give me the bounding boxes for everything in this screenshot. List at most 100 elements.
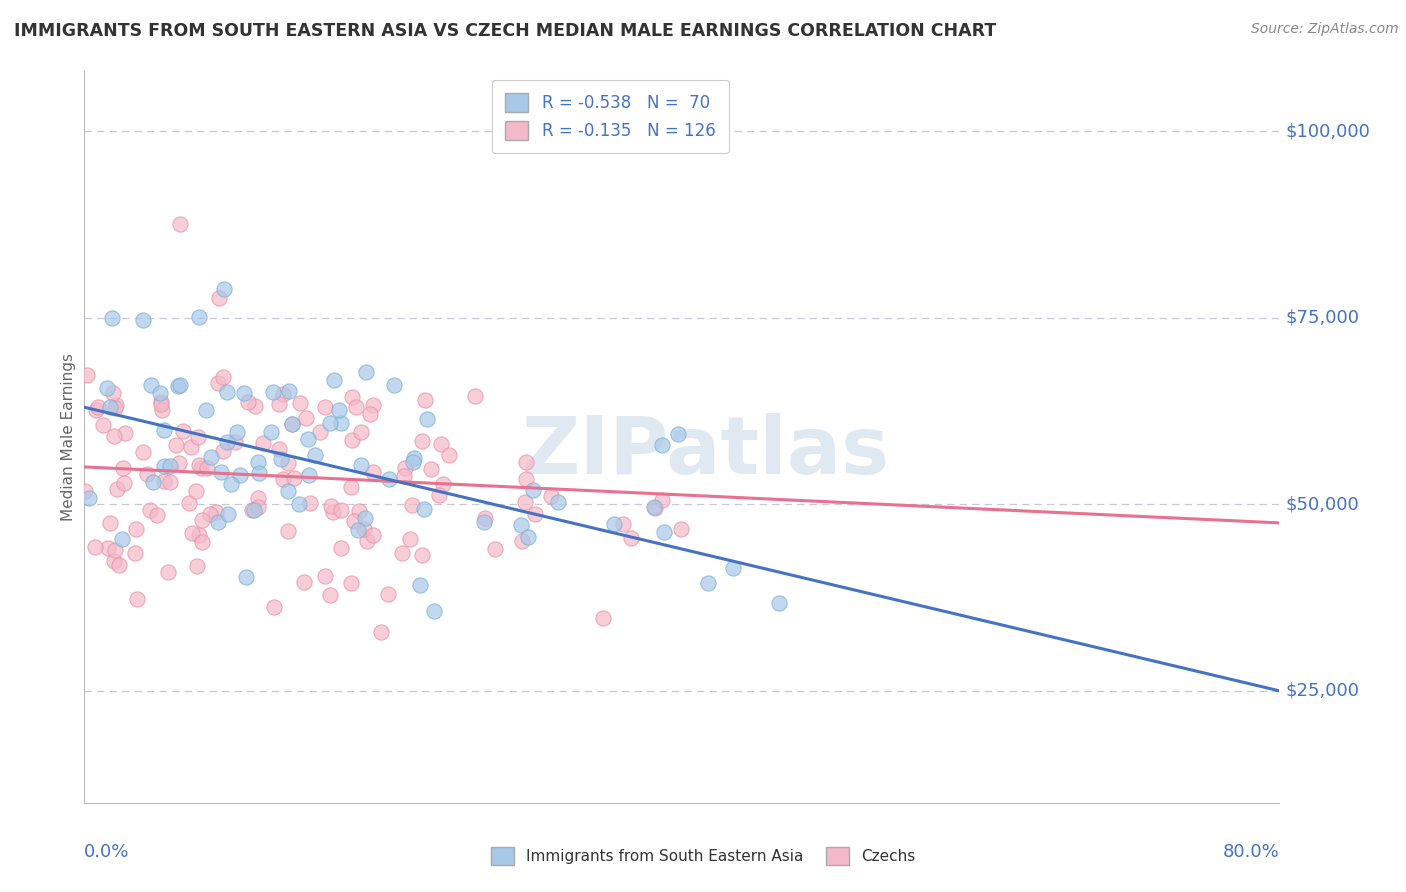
Point: [644, 500, 666, 515]
Point: [105, 482, 128, 496]
Point: [207, 376, 229, 391]
Point: [361, 398, 384, 412]
Text: $50,000: $50,000: [1285, 495, 1360, 513]
Point: [295, 411, 318, 425]
Point: [142, 475, 165, 489]
Point: [200, 450, 222, 464]
Point: [114, 425, 136, 440]
Point: [515, 454, 537, 468]
Point: [224, 435, 246, 450]
Point: [432, 477, 454, 491]
Point: [187, 528, 209, 542]
Point: [474, 510, 496, 524]
Point: [277, 483, 299, 498]
Point: [111, 533, 134, 547]
Point: [404, 451, 426, 466]
Point: [419, 462, 441, 476]
Point: [242, 502, 264, 516]
Text: 80.0%: 80.0%: [1223, 843, 1279, 861]
Point: [153, 458, 176, 473]
Point: [277, 524, 299, 538]
Point: [430, 436, 453, 450]
Point: [111, 460, 134, 475]
Point: [84, 540, 107, 554]
Point: [464, 388, 486, 402]
Point: [104, 543, 127, 558]
Point: [159, 475, 181, 489]
Point: [217, 435, 239, 450]
Point: [152, 423, 174, 437]
Text: $100,000: $100,000: [1285, 122, 1371, 140]
Point: [132, 444, 155, 458]
Point: [288, 396, 311, 410]
Point: [356, 534, 378, 549]
Point: [323, 373, 346, 387]
Point: [235, 570, 257, 584]
Point: [112, 476, 135, 491]
Point: [153, 474, 176, 488]
Point: [377, 587, 399, 601]
Point: [167, 456, 190, 470]
Point: [212, 444, 235, 458]
Point: [165, 438, 187, 452]
Point: [226, 425, 249, 439]
Point: [354, 365, 377, 379]
Point: [547, 495, 569, 509]
Point: [321, 499, 343, 513]
Point: [146, 508, 169, 523]
Point: [246, 455, 269, 469]
Point: [288, 497, 311, 511]
Point: [150, 402, 173, 417]
Point: [309, 425, 332, 439]
Point: [347, 503, 370, 517]
Point: [314, 401, 336, 415]
Point: [277, 384, 299, 399]
Point: [101, 311, 124, 326]
Point: [340, 480, 363, 494]
Point: [269, 396, 291, 410]
Point: [697, 576, 720, 591]
Point: [242, 503, 264, 517]
Point: [280, 417, 302, 432]
Point: [127, 592, 149, 607]
Point: [651, 492, 673, 507]
Point: [136, 467, 159, 481]
Point: [139, 378, 162, 392]
Point: [243, 399, 266, 413]
Point: [283, 471, 305, 485]
Point: [96, 381, 118, 395]
Text: IMMIGRANTS FROM SOUTH EASTERN ASIA VS CZECH MEDIAN MALE EARNINGS CORRELATION CHA: IMMIGRANTS FROM SOUTH EASTERN ASIA VS CZ…: [14, 22, 997, 40]
Point: [392, 468, 415, 483]
Point: [361, 528, 384, 542]
Point: [359, 407, 381, 421]
Point: [209, 465, 232, 479]
Point: [172, 425, 194, 439]
Point: [76, 368, 98, 382]
Point: [180, 440, 202, 454]
Point: [292, 574, 315, 589]
Point: [329, 541, 352, 556]
Point: [208, 291, 231, 305]
Point: [169, 378, 191, 392]
Point: [540, 489, 562, 503]
Point: [97, 541, 120, 556]
Point: [516, 530, 538, 544]
Point: [510, 518, 533, 533]
Point: [270, 452, 292, 467]
Point: [87, 401, 110, 415]
Point: [166, 378, 188, 392]
Point: [382, 377, 405, 392]
Point: [156, 565, 179, 579]
Point: [191, 534, 214, 549]
Point: [413, 502, 436, 516]
Y-axis label: Median Male Earnings: Median Male Earnings: [60, 353, 76, 521]
Point: [180, 526, 202, 541]
Point: [666, 427, 689, 442]
Point: [377, 472, 399, 486]
Point: [103, 554, 125, 568]
Point: [413, 393, 436, 408]
Point: [721, 561, 744, 575]
Text: Source: ZipAtlas.com: Source: ZipAtlas.com: [1251, 22, 1399, 37]
Point: [472, 516, 495, 530]
Point: [247, 500, 270, 514]
